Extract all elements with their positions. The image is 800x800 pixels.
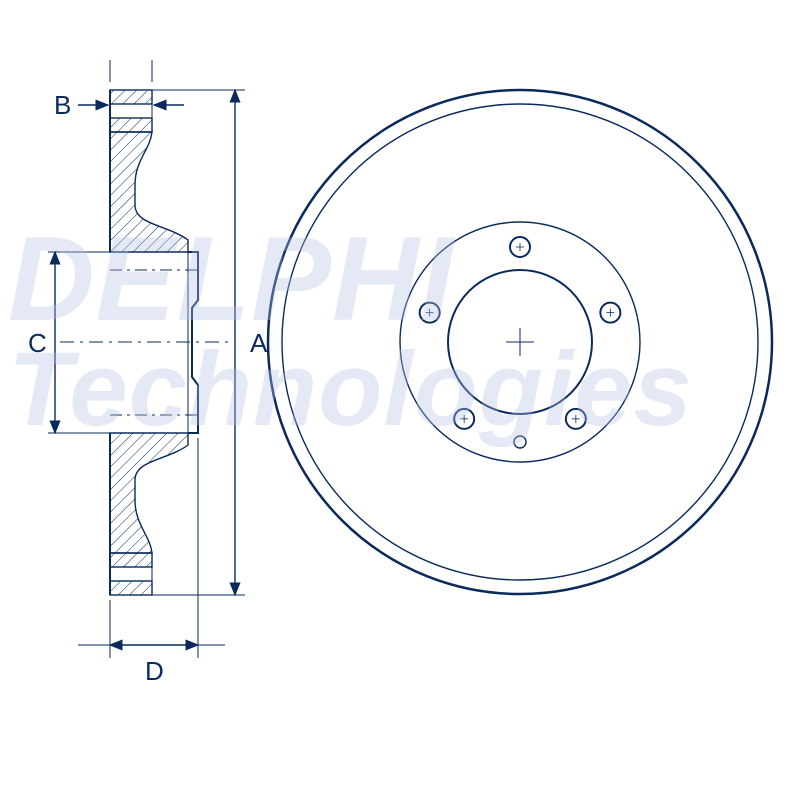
locator-hole: [514, 436, 526, 448]
front-view: [268, 90, 772, 594]
technical-drawing: A B C D: [0, 0, 800, 800]
label-A: A: [250, 328, 268, 358]
label-D: D: [145, 656, 164, 686]
label-C: C: [28, 328, 47, 358]
label-B: B: [54, 90, 71, 120]
section-view: A B C D: [28, 60, 268, 686]
